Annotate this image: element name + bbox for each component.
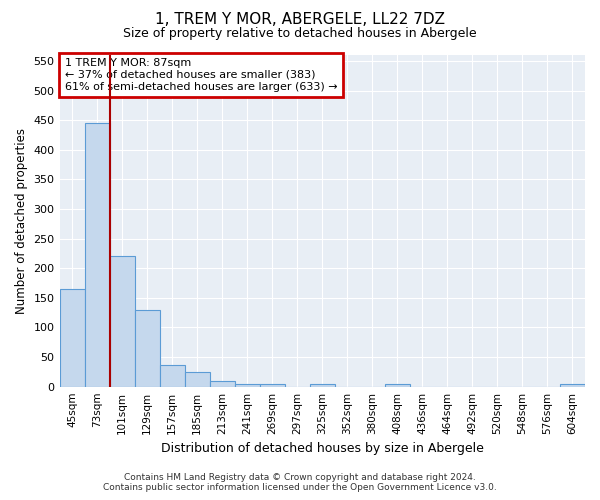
Bar <box>310 384 335 386</box>
Bar <box>134 310 160 386</box>
Bar <box>85 123 110 386</box>
Text: 1, TREM Y MOR, ABERGELE, LL22 7DZ: 1, TREM Y MOR, ABERGELE, LL22 7DZ <box>155 12 445 28</box>
Bar <box>209 381 235 386</box>
Text: Size of property relative to detached houses in Abergele: Size of property relative to detached ho… <box>123 28 477 40</box>
Bar <box>560 384 585 386</box>
Y-axis label: Number of detached properties: Number of detached properties <box>15 128 28 314</box>
Bar <box>185 372 209 386</box>
Bar <box>59 289 85 386</box>
Text: 1 TREM Y MOR: 87sqm
← 37% of detached houses are smaller (383)
61% of semi-detac: 1 TREM Y MOR: 87sqm ← 37% of detached ho… <box>65 58 337 92</box>
Bar <box>235 384 260 386</box>
Bar <box>110 256 134 386</box>
Bar <box>385 384 410 386</box>
Bar <box>260 384 285 386</box>
X-axis label: Distribution of detached houses by size in Abergele: Distribution of detached houses by size … <box>161 442 484 455</box>
Text: Contains HM Land Registry data © Crown copyright and database right 2024.
Contai: Contains HM Land Registry data © Crown c… <box>103 473 497 492</box>
Bar <box>160 365 185 386</box>
